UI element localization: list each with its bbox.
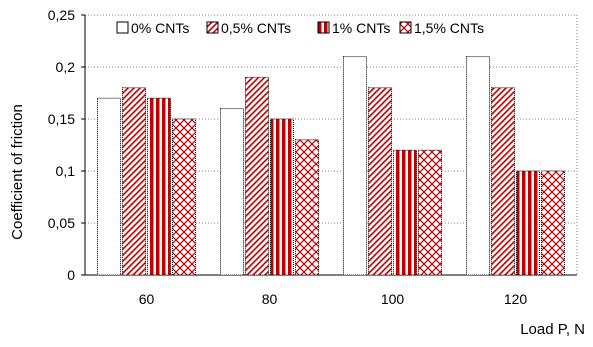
- legend: 0% CNTs 0,5% CNTs 1% CNTs 1,5% CNTs: [116, 20, 484, 36]
- y-tick-label: 0: [67, 267, 75, 283]
- tick-labels: 0 0,05 0,1 0,15 0,2 0,25 60 80 100 120: [48, 7, 528, 307]
- bar: [516, 170, 540, 276]
- legend-swatch: [399, 21, 412, 34]
- legend-label: 0,5% CNTs: [221, 20, 291, 36]
- bars: [97, 56, 565, 276]
- bar: [466, 56, 490, 276]
- bar: [418, 149, 442, 276]
- bar: [245, 76, 269, 276]
- legend-label: 0% CNTs: [131, 20, 189, 36]
- y-tick-label: 0,25: [48, 7, 75, 23]
- bar: [97, 97, 121, 276]
- bar: [220, 108, 244, 276]
- bar: [147, 97, 171, 276]
- bar: [541, 170, 565, 276]
- bar: [343, 56, 367, 276]
- legend-swatch: [116, 21, 129, 34]
- x-tick-label: 80: [262, 291, 278, 307]
- y-tick-label: 0,05: [48, 215, 75, 231]
- x-tick-label: 60: [139, 291, 155, 307]
- x-axis-label: Load P, N: [520, 321, 585, 338]
- y-tick-label: 0,2: [56, 59, 76, 75]
- y-axis-label: Coefficient of friction: [9, 104, 26, 240]
- bar: [295, 139, 319, 276]
- y-tick-label: 0,15: [48, 111, 75, 127]
- legend-label: 1,5% CNTs: [414, 20, 484, 36]
- legend-swatch: [317, 21, 330, 34]
- bar: [270, 118, 294, 276]
- bar: [368, 87, 392, 276]
- bar: [122, 87, 146, 276]
- y-tick-label: 0,1: [56, 163, 76, 179]
- bar: [393, 149, 417, 276]
- bar: [491, 87, 515, 276]
- x-tick-label: 120: [504, 291, 528, 307]
- legend-label: 1% CNTs: [332, 20, 390, 36]
- legend-swatch: [206, 21, 219, 34]
- bar: [172, 118, 196, 276]
- x-tick-label: 100: [381, 291, 405, 307]
